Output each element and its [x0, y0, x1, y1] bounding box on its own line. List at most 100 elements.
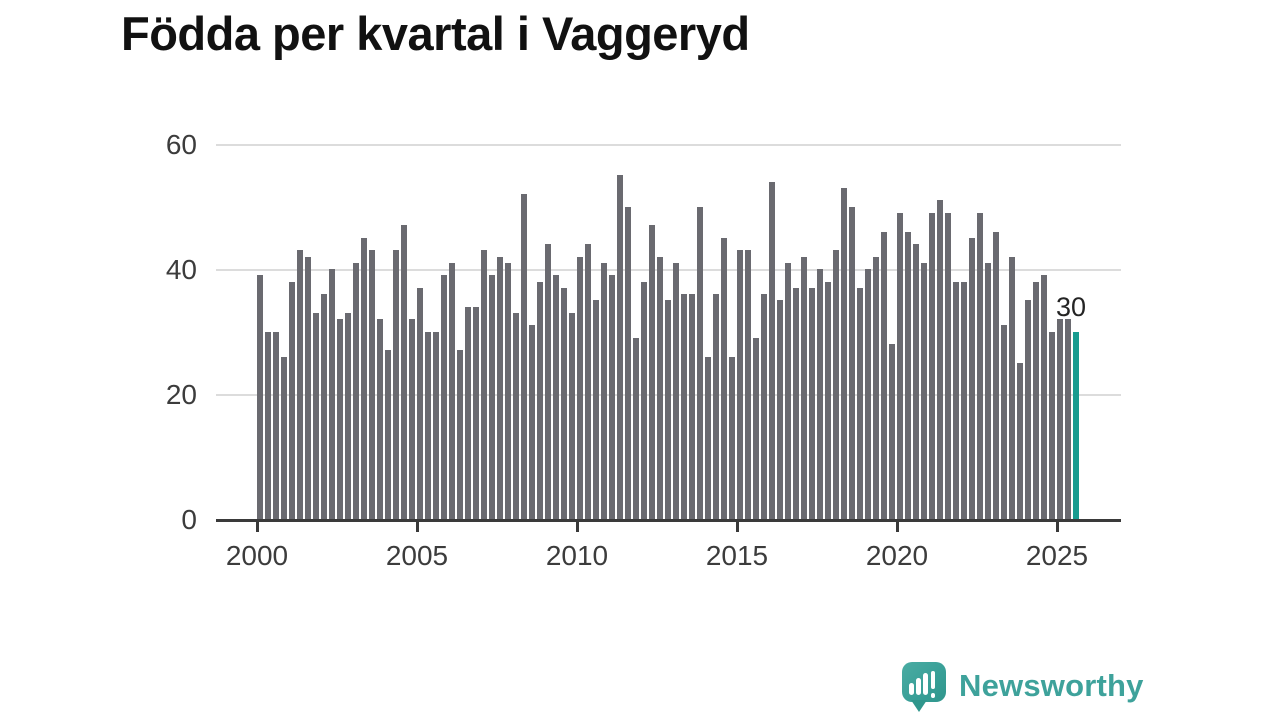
- bar-2025-q3: [1072, 331, 1080, 519]
- bar-2014-q1: [704, 356, 712, 519]
- bar-2002-q4: [344, 312, 352, 519]
- bar-2015-q4: [760, 294, 768, 519]
- bar-2003-q3: [368, 250, 376, 519]
- bar-2001-q4: [312, 312, 320, 519]
- bar-2024-q3: [1040, 275, 1048, 519]
- bar-2010-q3: [592, 300, 600, 519]
- bar-2022-q2: [968, 237, 976, 519]
- gridline-60: [216, 144, 1121, 146]
- bar-2002-q1: [320, 294, 328, 519]
- bar-2003-q2: [360, 237, 368, 519]
- bar-2013-q3: [688, 294, 696, 519]
- bar-2007-q3: [496, 256, 504, 519]
- bar-2016-q2: [776, 300, 784, 519]
- bar-2002-q3: [336, 319, 344, 519]
- bar-2019-q1: [864, 269, 872, 519]
- bar-2012-q1: [640, 281, 648, 519]
- x-axis-tick-2025: [1055, 521, 1059, 532]
- bar-2011-q4: [632, 337, 640, 519]
- x-axis-tick-2000: [255, 521, 259, 532]
- bar-2008-q4: [536, 281, 544, 519]
- bar-2021-q2: [936, 200, 944, 519]
- bar-2003-q1: [352, 262, 360, 519]
- bar-2004-q1: [384, 350, 392, 519]
- logo-exclamation-bar: [930, 671, 935, 689]
- bar-2017-q4: [824, 281, 832, 519]
- logo-exclamation-dot: [930, 693, 935, 698]
- bar-2018-q4: [856, 287, 864, 519]
- x-axis-line: [216, 519, 1121, 522]
- bar-2010-q4: [600, 262, 608, 519]
- bar-2013-q4: [696, 206, 704, 519]
- bar-2000-q3: [272, 331, 280, 519]
- bar-2002-q2: [328, 269, 336, 519]
- y-axis-tick-label-40: 40: [165, 254, 197, 285]
- x-axis-tick-label-2025: 2025: [1025, 540, 1089, 571]
- bar-2009-q1: [544, 244, 552, 519]
- bar-2011-q2: [616, 175, 624, 519]
- bar-2010-q1: [576, 256, 584, 519]
- bar-2011-q1: [608, 275, 616, 519]
- bar-2008-q1: [512, 312, 520, 519]
- logo-mini-bar-3: [923, 673, 928, 695]
- bar-2001-q1: [288, 281, 296, 519]
- bar-2023-q2: [1000, 325, 1008, 519]
- bar-2006-q4: [472, 306, 480, 519]
- gridline-40: [216, 269, 1121, 271]
- bar-2024-q1: [1024, 300, 1032, 519]
- bar-2021-q3: [944, 212, 952, 519]
- bar-2020-q2: [904, 231, 912, 519]
- bar-2016-q1: [768, 181, 776, 519]
- bar-2001-q3: [304, 256, 312, 519]
- bar-2021-q4: [952, 281, 960, 519]
- bar-2020-q4: [920, 262, 928, 519]
- bar-2001-q2: [296, 250, 304, 519]
- bar-2022-q4: [984, 262, 992, 519]
- bar-2003-q4: [376, 319, 384, 519]
- bar-2020-q1: [896, 212, 904, 519]
- bar-2006-q3: [464, 306, 472, 519]
- bar-2006-q2: [456, 350, 464, 519]
- bar-2007-q1: [480, 250, 488, 519]
- bar-2005-q2: [424, 331, 432, 519]
- bar-2017-q1: [800, 256, 808, 519]
- bar-2013-q2: [680, 294, 688, 519]
- bar-2007-q4: [504, 262, 512, 519]
- bar-2019-q3: [880, 231, 888, 519]
- bar-2013-q1: [672, 262, 680, 519]
- logo-mini-bar-1: [909, 683, 914, 695]
- bar-2021-q1: [928, 212, 936, 519]
- bar-2000-q1: [256, 275, 264, 519]
- bar-2019-q4: [888, 344, 896, 519]
- bar-2007-q2: [488, 275, 496, 519]
- bar-2004-q4: [408, 319, 416, 519]
- bar-2018-q3: [848, 206, 856, 519]
- bar-2005-q3: [432, 331, 440, 519]
- x-axis-tick-label-2005: 2005: [385, 540, 449, 571]
- y-axis-tick-label-0: 0: [181, 504, 197, 535]
- x-axis-tick-2010: [575, 521, 579, 532]
- newsworthy-wordmark: Newsworthy: [959, 668, 1144, 703]
- x-axis-tick-2015: [735, 521, 739, 532]
- bar-2016-q4: [792, 287, 800, 519]
- bar-2015-q3: [752, 337, 760, 519]
- bar-2023-q1: [992, 231, 1000, 519]
- bar-2012-q4: [664, 300, 672, 519]
- bar-2012-q2: [648, 225, 656, 519]
- bar-2010-q2: [584, 244, 592, 519]
- bar-2018-q2: [840, 187, 848, 519]
- highlight-value-label: 30: [1056, 292, 1087, 322]
- bar-2000-q4: [280, 356, 288, 519]
- bar-2025-q2: [1064, 319, 1072, 519]
- bar-2005-q1: [416, 287, 424, 519]
- bar-2024-q2: [1032, 281, 1040, 519]
- bar-2004-q3: [400, 225, 408, 519]
- chart-title: Födda per kvartal i Vaggeryd: [121, 7, 750, 60]
- x-axis-tick-label-2000: 2000: [225, 540, 289, 571]
- x-axis-tick-label-2010: 2010: [545, 540, 609, 571]
- bar-2016-q3: [784, 262, 792, 519]
- bar-2015-q2: [744, 250, 752, 519]
- x-axis-tick-label-2015: 2015: [705, 540, 769, 571]
- bar-2025-q1: [1056, 319, 1064, 519]
- bar-2006-q1: [448, 262, 456, 519]
